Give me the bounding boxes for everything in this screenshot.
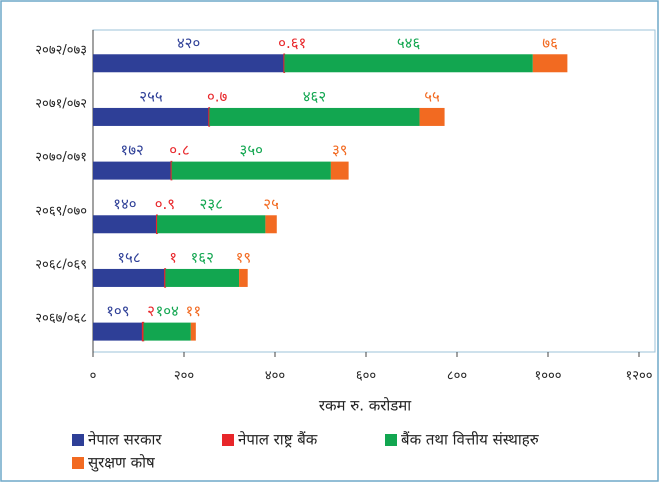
x-tick-label: ४०० [265, 369, 285, 384]
bar-segment [93, 108, 209, 126]
data-label: ०.६१ [278, 34, 306, 52]
legend-swatch [222, 434, 234, 446]
bar-segment [93, 215, 157, 233]
data-label: १०९ [106, 302, 129, 320]
y-tick-label: २०७२/०७३ [35, 43, 87, 58]
data-label: ४६२ [303, 87, 326, 105]
y-tick-label: २०७०/०७१ [35, 150, 87, 165]
x-tick-label: ० [90, 369, 97, 384]
legend-label: बैंक तथा वित्तीय संस्थाहरु [401, 431, 540, 449]
legend-label: नेपाल राष्ट्र बैंक [238, 431, 318, 449]
data-label: १६२ [190, 248, 213, 266]
y-tick-label: २०६८/०६९ [35, 258, 87, 273]
legend-swatch [72, 457, 84, 469]
data-label: ११ [186, 302, 202, 320]
data-label: २५५ [139, 87, 163, 105]
data-label: १०४ [155, 302, 179, 320]
legend-label: सुरक्षण कोष [88, 454, 155, 473]
data-label: २५ [263, 195, 279, 213]
bar-segment [533, 54, 568, 72]
data-label: १ [169, 248, 177, 266]
data-label: ७६ [542, 34, 558, 52]
bar-segment [93, 269, 165, 287]
data-label: १७२ [120, 141, 143, 159]
data-label: ०.९ [155, 195, 175, 213]
bar-segment [239, 269, 248, 287]
bar-segment [331, 162, 349, 180]
x-axis-title: रकम रु. करोडमा [319, 397, 412, 415]
bar-segment [93, 162, 171, 180]
bar-segment [165, 269, 239, 287]
bar-segment [144, 323, 191, 341]
bar-segment [157, 215, 265, 233]
data-label: ५५ [424, 87, 440, 105]
legend-label: नेपाल सरकार [88, 431, 162, 449]
data-label: १४० [113, 195, 136, 213]
bar-segment [93, 54, 284, 72]
bar-segment [191, 323, 196, 341]
y-tick-label: २०६९/०७० [35, 204, 87, 219]
data-label: १५८ [117, 248, 140, 266]
x-tick-label: ८०० [447, 369, 467, 384]
data-label: ०.७ [207, 87, 228, 105]
data-label: ३५० [240, 141, 263, 159]
data-label: ५४६ [397, 34, 421, 52]
legend-swatch [385, 434, 397, 446]
y-tick-label: २०७१/०७२ [35, 97, 87, 112]
bar-segment [265, 215, 276, 233]
bar-segment [143, 323, 144, 341]
y-tick-label: २०६७/०६८ [35, 311, 87, 326]
x-tick-label: १००० [534, 369, 561, 384]
x-tick-label: ६०० [356, 369, 376, 384]
bar-segment [420, 108, 445, 126]
data-label: ०.८ [169, 141, 189, 159]
legend-swatch [72, 434, 84, 446]
data-label: १९ [236, 248, 252, 266]
data-label: २ [147, 302, 155, 320]
bar-segment [93, 323, 143, 341]
x-tick-label: १२०० [625, 369, 652, 384]
bar-segment [209, 108, 419, 126]
bar-segment [284, 54, 532, 72]
data-label: ३९ [332, 141, 348, 159]
bar-segment [172, 162, 331, 180]
x-tick-label: २०० [174, 369, 194, 384]
data-label: २३८ [200, 195, 223, 213]
data-label: ४२० [177, 34, 200, 52]
